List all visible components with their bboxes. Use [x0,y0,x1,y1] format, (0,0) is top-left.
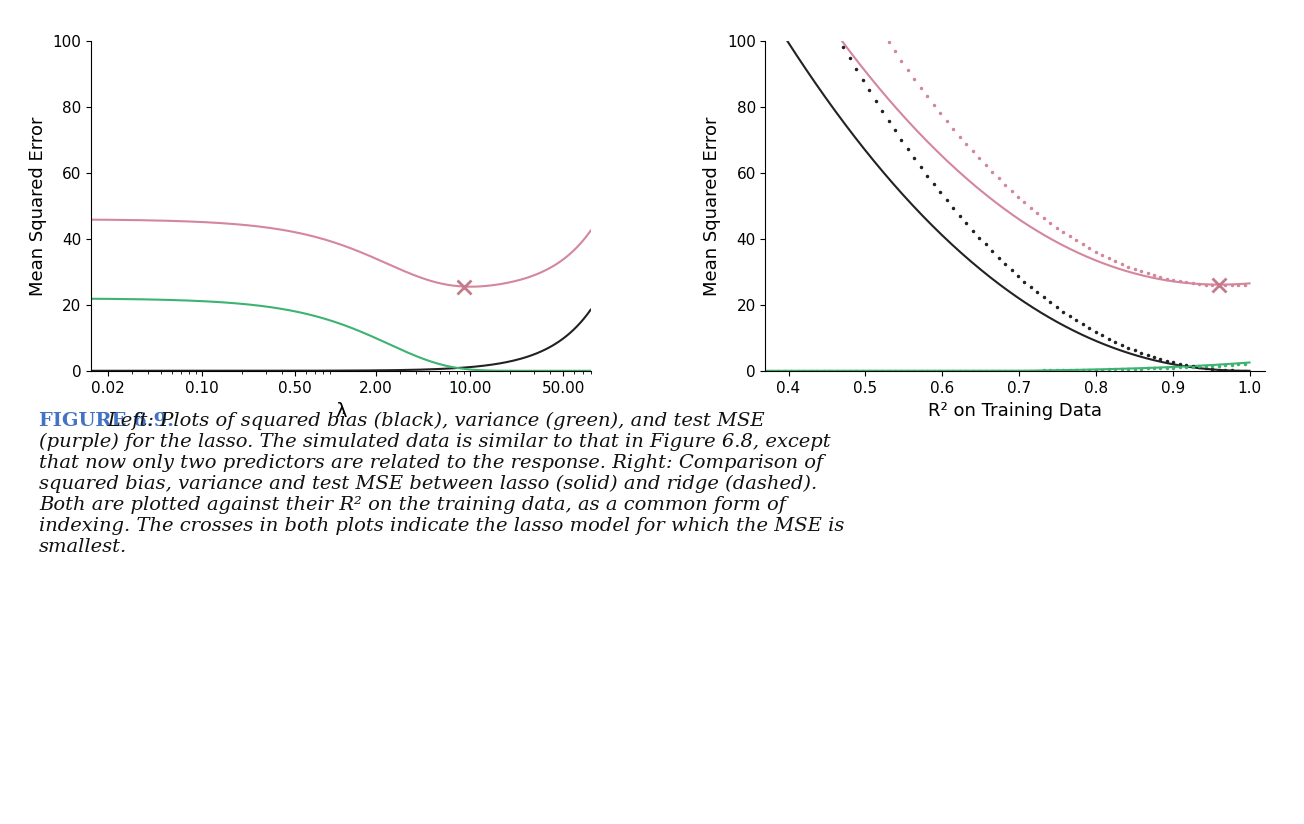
X-axis label: R² on Training Data: R² on Training Data [928,402,1102,420]
X-axis label: λ: λ [335,402,347,421]
Text: FIGURE 6.9.: FIGURE 6.9. [39,412,175,430]
Y-axis label: Mean Squared Error: Mean Squared Error [703,116,721,296]
Y-axis label: Mean Squared Error: Mean Squared Error [29,116,47,296]
Text: Left: Plots of squared bias (black), variance (green), and test MSE
(purple) for: Left: Plots of squared bias (black), var… [39,412,845,555]
